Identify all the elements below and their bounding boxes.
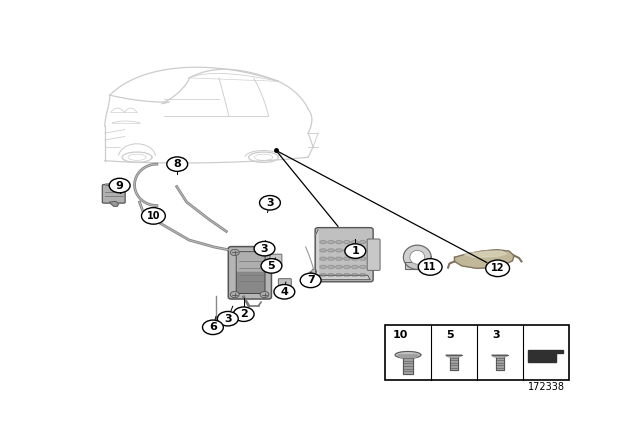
Polygon shape	[351, 274, 358, 277]
FancyBboxPatch shape	[237, 252, 264, 272]
Polygon shape	[398, 355, 418, 358]
Polygon shape	[351, 266, 358, 268]
Polygon shape	[319, 266, 326, 268]
Polygon shape	[351, 241, 358, 244]
Text: 172338: 172338	[528, 382, 565, 392]
Polygon shape	[351, 249, 358, 252]
Polygon shape	[359, 249, 366, 252]
Circle shape	[274, 284, 295, 299]
Circle shape	[254, 241, 275, 256]
Polygon shape	[319, 257, 326, 260]
Polygon shape	[446, 355, 462, 358]
Polygon shape	[328, 274, 335, 277]
Text: 11: 11	[424, 262, 437, 272]
Text: 3: 3	[492, 330, 500, 340]
Polygon shape	[454, 250, 514, 268]
Polygon shape	[359, 257, 366, 260]
Polygon shape	[395, 352, 421, 358]
Polygon shape	[344, 241, 350, 244]
Polygon shape	[328, 257, 335, 260]
Text: 9: 9	[116, 181, 124, 190]
Bar	[385, 324, 568, 380]
Circle shape	[202, 320, 223, 335]
Text: 4: 4	[280, 287, 288, 297]
Circle shape	[260, 250, 269, 255]
FancyBboxPatch shape	[270, 254, 282, 267]
Polygon shape	[496, 355, 504, 370]
Text: 1: 1	[351, 246, 359, 256]
Polygon shape	[528, 350, 563, 362]
Text: 12: 12	[491, 263, 504, 273]
Polygon shape	[405, 263, 431, 269]
Polygon shape	[359, 266, 366, 268]
FancyBboxPatch shape	[278, 279, 291, 290]
Circle shape	[109, 178, 130, 193]
Polygon shape	[492, 355, 508, 358]
Polygon shape	[359, 241, 366, 244]
FancyBboxPatch shape	[367, 239, 380, 271]
Text: 6: 6	[209, 322, 217, 332]
Text: 3: 3	[224, 314, 232, 324]
Polygon shape	[465, 251, 507, 257]
Polygon shape	[106, 183, 122, 185]
Circle shape	[260, 195, 280, 210]
Circle shape	[486, 260, 509, 276]
Text: 3: 3	[266, 198, 274, 208]
Polygon shape	[344, 274, 350, 277]
FancyBboxPatch shape	[102, 185, 125, 203]
Circle shape	[218, 311, 238, 326]
Polygon shape	[335, 249, 342, 252]
Circle shape	[167, 157, 188, 172]
Polygon shape	[312, 269, 317, 275]
Text: 5: 5	[268, 261, 275, 271]
Polygon shape	[351, 257, 358, 260]
Polygon shape	[403, 245, 431, 269]
Circle shape	[261, 258, 282, 273]
Polygon shape	[316, 230, 318, 280]
Polygon shape	[328, 241, 335, 244]
Polygon shape	[316, 275, 370, 280]
Text: 10: 10	[147, 211, 160, 221]
Polygon shape	[328, 266, 335, 268]
Polygon shape	[319, 241, 326, 244]
Polygon shape	[359, 274, 366, 277]
Text: 3: 3	[260, 244, 268, 254]
FancyBboxPatch shape	[315, 228, 373, 282]
Ellipse shape	[410, 250, 425, 264]
FancyBboxPatch shape	[228, 246, 271, 299]
Circle shape	[233, 307, 254, 322]
Polygon shape	[335, 266, 342, 268]
Circle shape	[300, 273, 321, 288]
Circle shape	[419, 258, 442, 275]
Text: 2: 2	[240, 309, 248, 319]
Polygon shape	[319, 274, 326, 277]
Polygon shape	[344, 266, 350, 268]
Polygon shape	[319, 249, 326, 252]
Polygon shape	[335, 241, 342, 244]
Polygon shape	[450, 355, 458, 370]
Polygon shape	[403, 355, 413, 374]
Text: 5: 5	[447, 330, 454, 340]
Text: 7: 7	[307, 276, 314, 285]
Circle shape	[260, 292, 269, 297]
Text: 10: 10	[393, 330, 408, 340]
Circle shape	[345, 244, 365, 258]
Circle shape	[230, 292, 239, 297]
Polygon shape	[110, 202, 118, 206]
Polygon shape	[344, 249, 350, 252]
Circle shape	[141, 207, 165, 224]
Polygon shape	[344, 257, 350, 260]
Circle shape	[230, 250, 239, 255]
Polygon shape	[335, 274, 342, 277]
Text: 8: 8	[173, 159, 181, 169]
FancyBboxPatch shape	[236, 252, 265, 293]
Polygon shape	[335, 257, 342, 260]
Polygon shape	[328, 249, 335, 252]
